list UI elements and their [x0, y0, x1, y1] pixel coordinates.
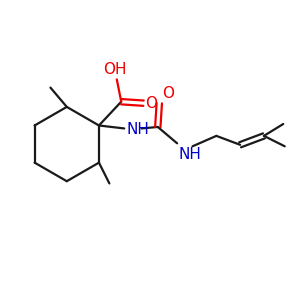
Text: OH: OH: [103, 62, 127, 77]
Text: NH: NH: [126, 122, 149, 137]
Text: O: O: [145, 96, 157, 111]
Text: O: O: [162, 86, 174, 101]
Text: NH: NH: [178, 147, 202, 162]
